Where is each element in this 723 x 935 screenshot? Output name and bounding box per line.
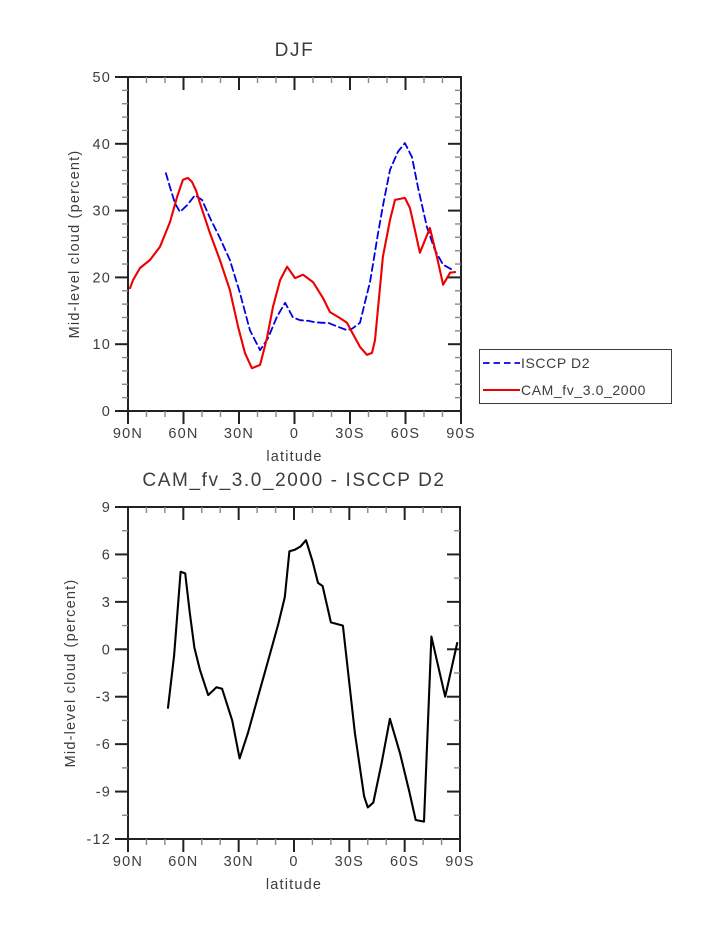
x-tick-label: 0 — [289, 854, 298, 870]
chart-title: DJF — [275, 40, 315, 61]
y-axis-label: Mid-level cloud (percent) — [67, 150, 83, 339]
x-tick-label: 30N — [224, 854, 254, 870]
series-line-cam-fv-3-0-2000 — [128, 176, 457, 370]
y-tick-label: 3 — [102, 595, 111, 611]
y-tick-label: 50 — [92, 70, 111, 86]
x-tick-label: 60S — [391, 426, 420, 442]
y-tick-label: 10 — [92, 337, 111, 353]
legend-dashed-line-icon — [483, 362, 520, 365]
x-tick-label: 90S — [445, 854, 474, 870]
ticks: 90N 60N 30N 0 30S 60S 90S 0 10 20 30 40 50 — [92, 70, 475, 442]
y-tick-label: 6 — [102, 547, 111, 563]
x-tick-label: 60N — [168, 426, 198, 442]
chart-top: 90N 60N 30N 0 30S 60S 90S 0 10 20 30 40 50 DJF latitud… — [67, 40, 475, 465]
y-tick-label: -12 — [86, 832, 111, 848]
y-tick-label: 0 — [102, 642, 111, 658]
chart-title: CAM_fv_3.0_2000 - ISCCP D2 — [142, 470, 445, 491]
x-tick-label: 30N — [224, 426, 254, 442]
chart-bottom: 90N 60N 30N 0 30S 60S 90S -12 -9 -6 -3 0 3 6 9 CAM_fv_3… — [63, 470, 474, 893]
x-tick-label: 30S — [335, 854, 364, 870]
x-tick-label: 0 — [290, 426, 299, 442]
x-tick-label: 90S — [446, 426, 475, 442]
legend-item-isccp-d2: ISCCP D2 — [480, 351, 671, 376]
x-tick-label: 30S — [335, 426, 364, 442]
y-tick-label: 9 — [102, 500, 111, 516]
x-axis-label: latitude — [266, 449, 322, 465]
series-line-cam-fv-3-0-2000-minus-isccp-d2 — [166, 539, 459, 823]
x-axis-label: latitude — [266, 877, 322, 893]
x-tick-label: 90N — [113, 854, 143, 870]
axes-box — [127, 506, 461, 840]
y-tick-label: -9 — [96, 785, 111, 801]
y-tick-label: -3 — [96, 690, 111, 706]
y-tick-label: 40 — [92, 137, 111, 153]
ticks: 90N 60N 30N 0 30S 60S 90S -12 -9 -6 -3 0 3 6 9 — [86, 500, 474, 870]
y-tick-label: 20 — [92, 270, 111, 286]
y-tick-label: 30 — [92, 204, 111, 220]
legend-label-cam: CAM_fv_3.0_2000 — [521, 381, 646, 398]
legend-item-cam: CAM_fv_3.0_2000 — [480, 377, 671, 402]
y-tick-label: 0 — [102, 404, 111, 420]
axes-box — [127, 76, 462, 412]
y-axis-label: Mid-level cloud (percent) — [63, 579, 79, 768]
legend-solid-line-icon — [483, 388, 520, 391]
x-tick-label: 60S — [390, 854, 419, 870]
series-line-isccp-d2 — [164, 142, 454, 352]
legend: ISCCP D2 CAM_fv_3.0_2000 — [479, 349, 672, 404]
y-tick-label: -6 — [96, 737, 111, 753]
x-tick-label: 60N — [168, 854, 198, 870]
legend-label-isccp-d2: ISCCP D2 — [521, 355, 591, 372]
x-tick-label: 90N — [113, 426, 143, 442]
